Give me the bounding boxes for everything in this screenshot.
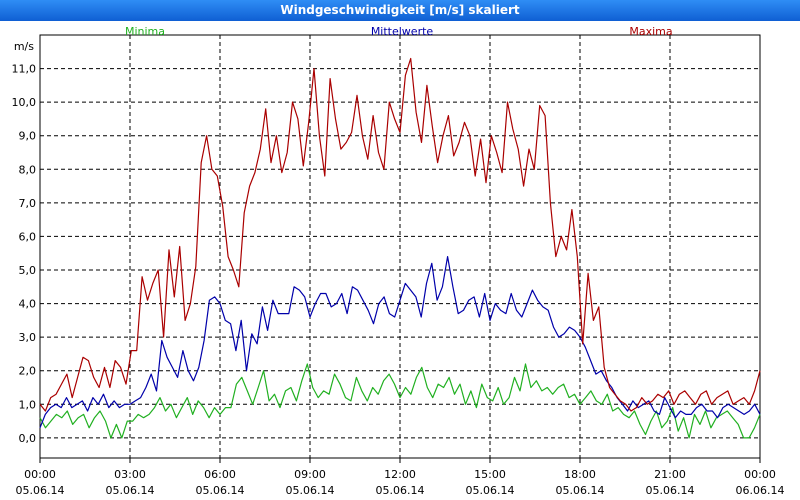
series-line-max — [39, 57, 761, 412]
legend-maxima: Maxima — [629, 25, 672, 38]
y-tick-label: 0,0 — [19, 432, 37, 445]
x-tick-time: 15:00 — [474, 468, 506, 481]
x-tick-time: 06:00 — [204, 468, 236, 481]
x-tick-date: 05.06.14 — [16, 484, 65, 497]
y-tick-label: 2,0 — [19, 365, 37, 378]
legend-mittelwerte: Mittelwerte — [371, 25, 434, 38]
x-tick-time: 12:00 — [384, 468, 416, 481]
x-tick-time: 00:00 — [24, 468, 56, 481]
y-tick-label: 10,0 — [12, 96, 37, 109]
y-tick-label: 3,0 — [19, 331, 37, 344]
y-tick-label: 6,0 — [19, 230, 37, 243]
series-line-min — [39, 363, 761, 439]
x-tick-date: 05.06.14 — [646, 484, 695, 497]
chart-title: Windgeschwindigkeit [m/s] skaliert — [0, 0, 800, 21]
x-tick-date: 06.06.14 — [736, 484, 785, 497]
x-tick-date: 05.06.14 — [106, 484, 155, 497]
x-tick-time: 18:00 — [564, 468, 596, 481]
x-tick-date: 05.06.14 — [556, 484, 605, 497]
x-tick-time: 09:00 — [294, 468, 326, 481]
x-tick-time: 03:00 — [114, 468, 146, 481]
x-tick-time: 00:00 — [744, 468, 776, 481]
legend-minima: Minima — [125, 25, 165, 38]
x-tick-date: 05.06.14 — [376, 484, 425, 497]
y-tick-label: 1,0 — [19, 398, 37, 411]
x-tick-date: 05.06.14 — [196, 484, 245, 497]
y-tick-label: 4,0 — [19, 298, 37, 311]
y-tick-label: 9,0 — [19, 130, 37, 143]
y-tick-label: 7,0 — [19, 197, 37, 210]
y-tick-label: 11,0 — [12, 63, 37, 76]
y-tick-label: 8,0 — [19, 163, 37, 176]
y-tick-label: 5,0 — [19, 264, 37, 277]
x-tick-date: 05.06.14 — [286, 484, 335, 497]
series-line-mean — [39, 256, 761, 429]
x-tick-date: 05.06.14 — [466, 484, 515, 497]
y-axis-unit: m/s — [14, 40, 34, 53]
chart-area: 0,0 1,0 2,0 3,0 4,0 5,0 6,0 7,0 8,0 9,0 10,0 11,0 0… — [12, 25, 785, 497]
x-tick-time: 21:00 — [654, 468, 686, 481]
